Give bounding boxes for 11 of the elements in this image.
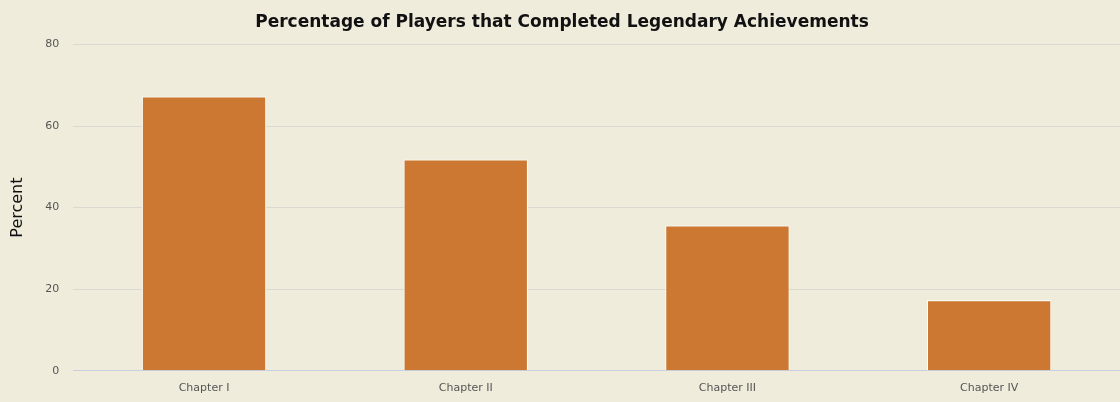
y-tick-label: 60 [45,118,60,132]
x-tick-label: Chapter III [698,381,757,395]
y-tick-label: 80 [45,37,60,51]
chart-title: Percentage of Players that Completed Legendary Achievements [255,10,869,31]
x-tick-label: Chapter II [438,381,493,395]
y-axis-title: Percent [6,177,26,238]
x-tick-label: Chapter I [178,381,230,395]
x-tick-label: Chapter IV [960,381,1019,395]
y-tick-label: 40 [45,200,60,214]
y-tick-label: 0 [52,363,60,377]
y-tick-label: 20 [45,282,60,296]
